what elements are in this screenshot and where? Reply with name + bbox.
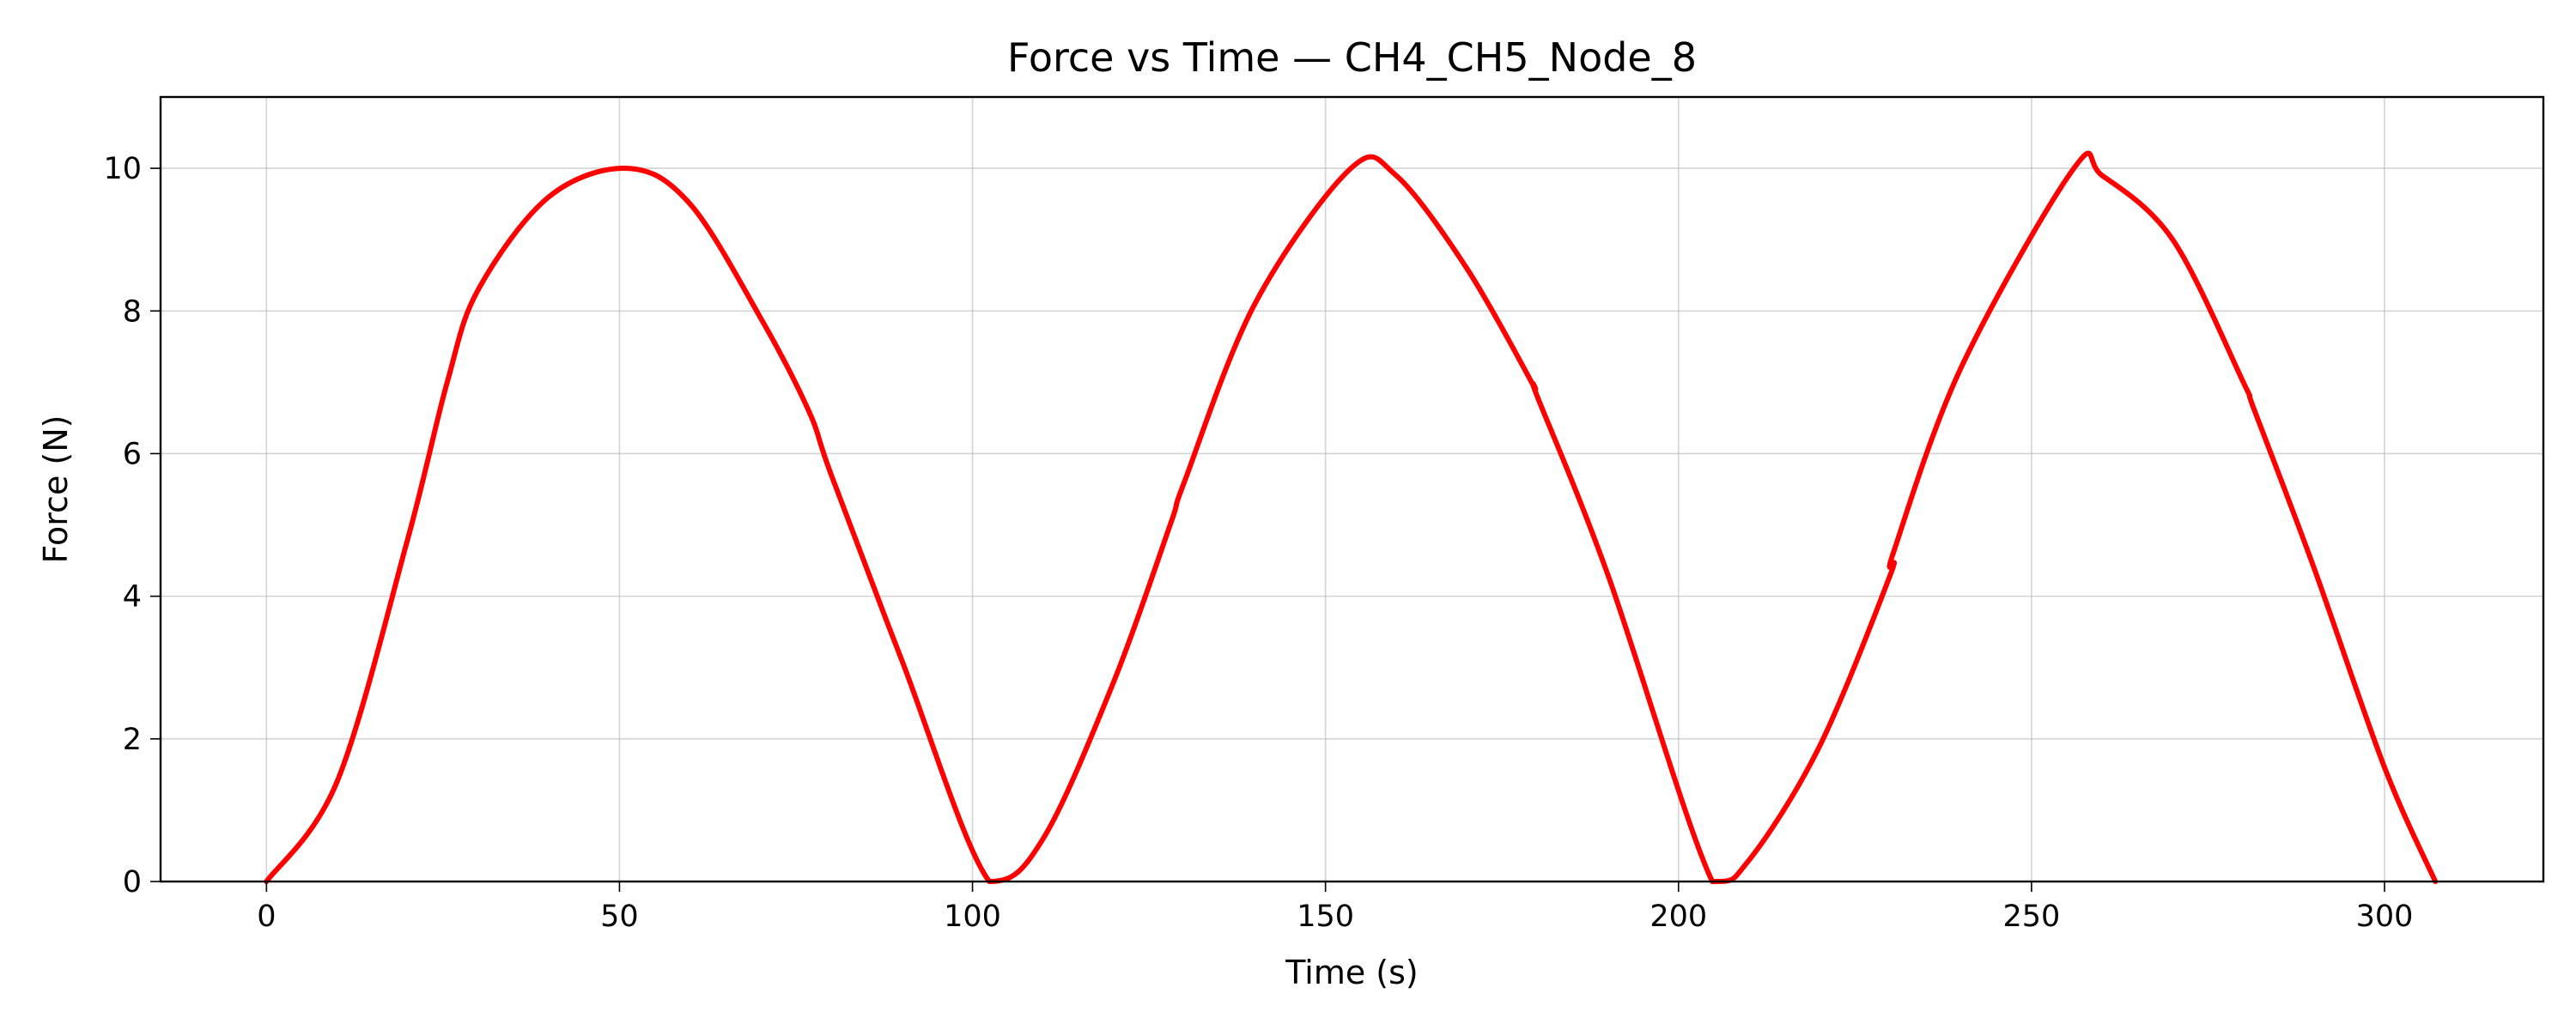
y-axis-label: Force (N) <box>37 415 75 564</box>
x-tick-label: 100 <box>944 900 1001 934</box>
x-tick-label: 0 <box>257 900 276 934</box>
x-tick-label: 150 <box>1297 900 1354 934</box>
x-tick-label: 300 <box>2356 900 2414 934</box>
y-tick-label: 0 <box>123 865 142 900</box>
plot-frame <box>159 95 2545 883</box>
y-tick-label: 2 <box>123 723 142 757</box>
x-tick-label: 200 <box>1649 900 1707 934</box>
ticks-layer: 0 50 100 150 200 250 300 0 2 4 6 8 10 <box>103 152 2413 934</box>
y-tick-label: 4 <box>123 580 142 615</box>
x-tick-label: 50 <box>600 900 639 934</box>
x-tick-label: 250 <box>2002 900 2060 934</box>
series-layer <box>264 150 2439 884</box>
y-tick-label: 8 <box>123 294 142 329</box>
y-tick-label: 6 <box>123 437 142 471</box>
x-axis-label: Time (s) <box>1285 954 1419 991</box>
y-tick-label: 10 <box>103 152 142 186</box>
chart-title: Force vs Time — CH4_CH5_Node_8 <box>1007 34 1697 81</box>
force-series-line <box>264 150 2439 884</box>
grid-layer <box>161 97 2543 882</box>
